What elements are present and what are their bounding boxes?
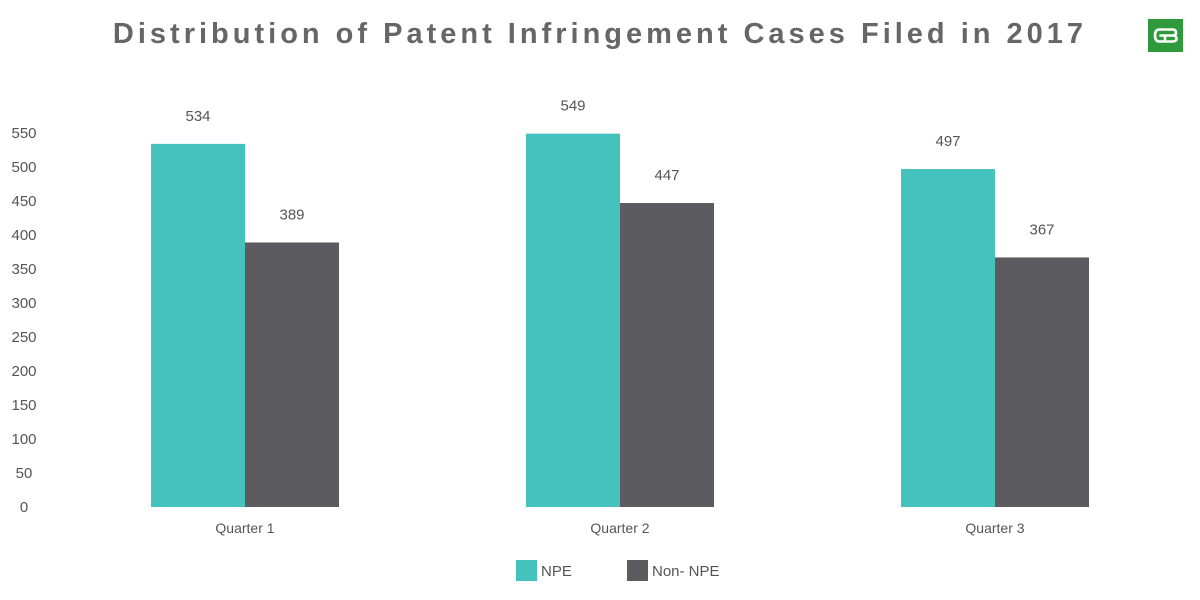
data-label: 389 bbox=[279, 206, 304, 223]
legend-swatch-non-npe bbox=[627, 560, 648, 581]
bar-npe bbox=[526, 133, 620, 507]
bar-npe bbox=[901, 169, 995, 508]
chart-title: Distribution of Patent Infringement Case… bbox=[112, 18, 1088, 50]
y-tick-label: 100 bbox=[11, 431, 36, 448]
bar-non-npe bbox=[245, 242, 339, 508]
y-tick-label: 300 bbox=[11, 295, 36, 312]
y-tick-label: 150 bbox=[11, 397, 36, 414]
x-tick-label: Quarter 3 bbox=[965, 520, 1024, 536]
bar-non-npe bbox=[995, 257, 1089, 507]
data-label: 447 bbox=[654, 167, 679, 184]
legend-label-non-npe: Non- NPE bbox=[652, 563, 720, 580]
gb-logo-icon bbox=[1148, 19, 1183, 52]
bar-non-npe bbox=[620, 203, 714, 508]
y-tick-label: 200 bbox=[11, 363, 36, 380]
y-tick-label: 0 bbox=[20, 499, 28, 516]
y-tick-label: 550 bbox=[11, 125, 36, 142]
legend-label-npe: NPE bbox=[541, 563, 572, 580]
y-tick-label: 500 bbox=[11, 159, 36, 176]
data-label: 534 bbox=[185, 108, 210, 125]
y-tick-label: 50 bbox=[16, 465, 33, 482]
y-tick-label: 400 bbox=[11, 227, 36, 244]
data-label: 497 bbox=[935, 133, 960, 150]
x-tick-label: Quarter 1 bbox=[215, 520, 274, 536]
data-label: 367 bbox=[1029, 221, 1054, 238]
y-tick-label: 450 bbox=[11, 193, 36, 210]
data-label: 549 bbox=[560, 98, 585, 115]
legend-swatch-npe bbox=[516, 560, 537, 581]
x-tick-label: Quarter 2 bbox=[590, 520, 649, 536]
bar-npe bbox=[151, 143, 245, 507]
y-tick-label: 250 bbox=[11, 329, 36, 346]
y-tick-label: 350 bbox=[11, 261, 36, 278]
